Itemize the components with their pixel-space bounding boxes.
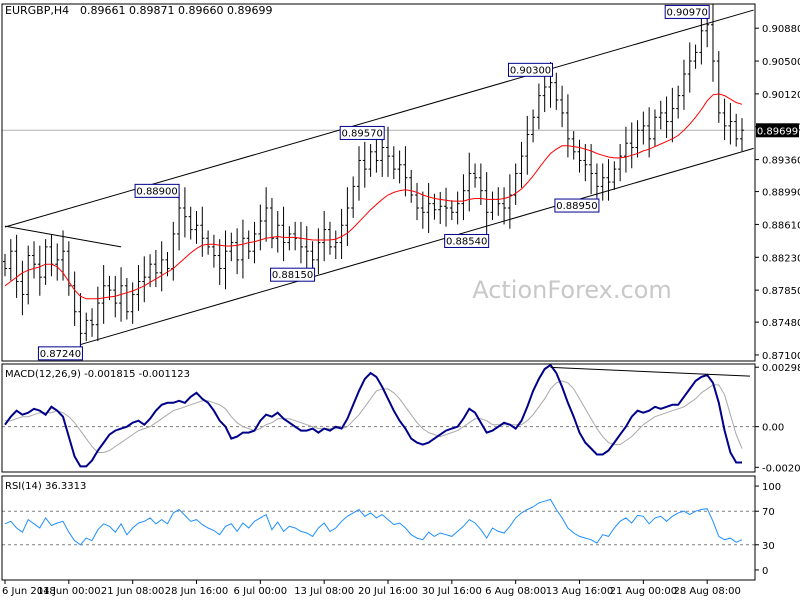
x-tick-label: 28 Aug 08:00 xyxy=(673,586,740,597)
annotation-box xyxy=(507,62,553,77)
current-price-box xyxy=(756,123,799,138)
macd-panel-frame xyxy=(1,363,756,473)
macd-signal-line xyxy=(5,380,743,453)
x-tick-label: 28 Jun 16:00 xyxy=(165,586,229,597)
x-tick-label: 6 Aug 08:00 xyxy=(485,586,546,597)
x-tick-label: 6 Jun 2018 xyxy=(2,586,56,597)
price-y-tick-label: 0.87850 xyxy=(762,286,800,297)
rsi-panel-frame xyxy=(1,475,756,581)
annotation-box xyxy=(664,4,710,19)
rsi-y-tick-label: 70 xyxy=(762,507,775,518)
x-tick-label: 21 Aug 00:00 xyxy=(610,586,677,597)
price-y-tick-label: 0.88990 xyxy=(762,188,800,199)
annotation-box xyxy=(339,125,385,140)
macd-y-tick-label: 0.002988 xyxy=(762,363,800,374)
moving-average-line xyxy=(4,93,743,300)
price-y-tick-label: 0.88230 xyxy=(762,253,800,264)
annotation-box xyxy=(444,233,490,248)
watermark: ActionForex.com xyxy=(472,276,672,304)
annotation-box xyxy=(134,183,180,198)
x-tick-label: 14 Jun 00:00 xyxy=(37,586,101,597)
annotation-label: 0.88950 xyxy=(556,201,597,212)
macd-divergence-line xyxy=(550,366,751,377)
rsi-y-tick-label: 100 xyxy=(762,482,781,493)
trend-line-early-resistance xyxy=(4,225,122,248)
rsi-title: RSI(14) 36.3313 xyxy=(5,481,86,492)
current-price-label: 0.89699 xyxy=(757,126,798,137)
annotation-label: 0.87240 xyxy=(40,349,81,360)
price-y-tick-label: 0.90880 xyxy=(762,24,800,35)
rsi-line xyxy=(4,498,743,546)
macd-y-tick-label: 0.00 xyxy=(762,423,784,434)
trend-line-lower xyxy=(80,147,754,346)
rsi-y-tick-label: 30 xyxy=(762,541,775,552)
annotation-label: 0.88900 xyxy=(136,186,177,197)
price-y-tick-label: 0.87100 xyxy=(762,351,800,362)
chart-symbol: EURGBP,H4 xyxy=(5,4,69,17)
price-y-tick-label: 0.88610 xyxy=(762,220,800,231)
x-tick-label: 13 Aug 16:00 xyxy=(546,586,613,597)
annotation-label: 0.89570 xyxy=(342,128,383,139)
annotation-label: 0.90300 xyxy=(510,65,551,76)
x-tick-label: 6 Jul 00:00 xyxy=(234,586,288,597)
macd-y-tick-label: -0.002044 xyxy=(762,463,800,474)
annotation-box xyxy=(37,346,83,361)
x-tick-label: 13 Jul 08:00 xyxy=(294,586,354,597)
x-tick-label: 21 Jun 08:00 xyxy=(101,586,165,597)
x-tick-label: 30 Jul 16:00 xyxy=(422,586,482,597)
macd-title: MACD(12,26,9) -0.001815 -0.001123 xyxy=(5,369,190,380)
rsi-y-tick-label: 0 xyxy=(762,566,768,577)
price-y-tick-label: 0.90120 xyxy=(762,90,800,101)
annotation-label: 0.88540 xyxy=(446,236,487,247)
annotation-label: 0.88150 xyxy=(272,270,313,281)
chart-ohlc: 0.89661 0.89871 0.89660 0.89699 xyxy=(80,4,272,17)
price-y-tick-label: 0.90500 xyxy=(762,57,800,68)
price-y-tick-label: 0.89360 xyxy=(762,156,800,167)
annotation-box xyxy=(554,198,600,213)
macd-line xyxy=(4,363,742,468)
annotation-box xyxy=(270,267,316,282)
x-tick-label: 20 Jul 16:00 xyxy=(358,586,418,597)
annotation-label: 0.90970 xyxy=(667,7,708,18)
price-panel-frame xyxy=(1,3,756,362)
trend-line-upper xyxy=(4,9,754,228)
price-y-tick-label: 0.87480 xyxy=(762,318,800,329)
